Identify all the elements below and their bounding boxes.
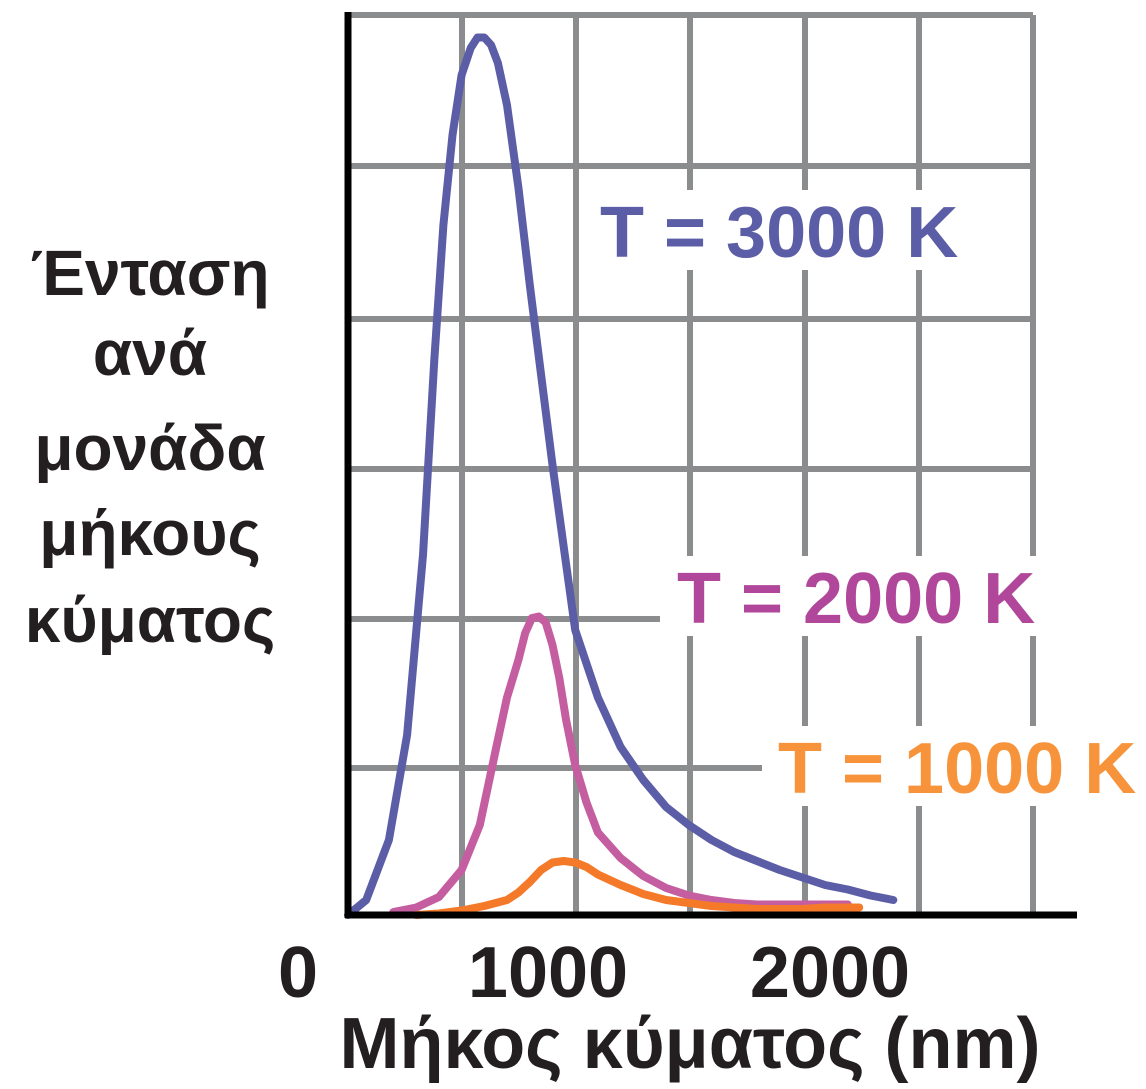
x-tick-label: 0 xyxy=(278,933,318,1013)
curves xyxy=(344,33,898,919)
series-label-2000k: T = 2000 K xyxy=(677,559,1035,639)
x-tick-label: 2000 xyxy=(750,933,910,1013)
y-axis-label-line: Ένταση xyxy=(30,237,269,309)
y-axis-label-line: μήκους xyxy=(39,497,260,569)
y-axis-label: Ένταση ανά μονάδα μήκους κύματος xyxy=(25,237,276,656)
series-line-1 xyxy=(344,33,898,919)
x-tick-labels: 0 1000 2000 xyxy=(278,933,910,1013)
series-line-3 xyxy=(412,857,864,919)
axes xyxy=(344,12,1077,919)
series-label-background xyxy=(660,556,1060,636)
series-line-2 xyxy=(389,612,852,916)
series-label-background xyxy=(592,190,982,270)
series-label-background xyxy=(762,726,1146,806)
y-axis-label-line: μονάδα xyxy=(34,412,265,484)
x-axis-label: Μήκος κύματος (nm) xyxy=(339,1004,1040,1084)
y-axis-label-line: κύματος xyxy=(25,584,276,656)
x-tick-label: 1000 xyxy=(468,933,628,1013)
series-label-1000k: T = 1000 K xyxy=(778,729,1136,809)
series-label-3000k: T = 3000 K xyxy=(600,193,958,273)
y-axis-label-line: ανά xyxy=(93,317,207,389)
series-label-backgrounds xyxy=(592,190,1146,806)
